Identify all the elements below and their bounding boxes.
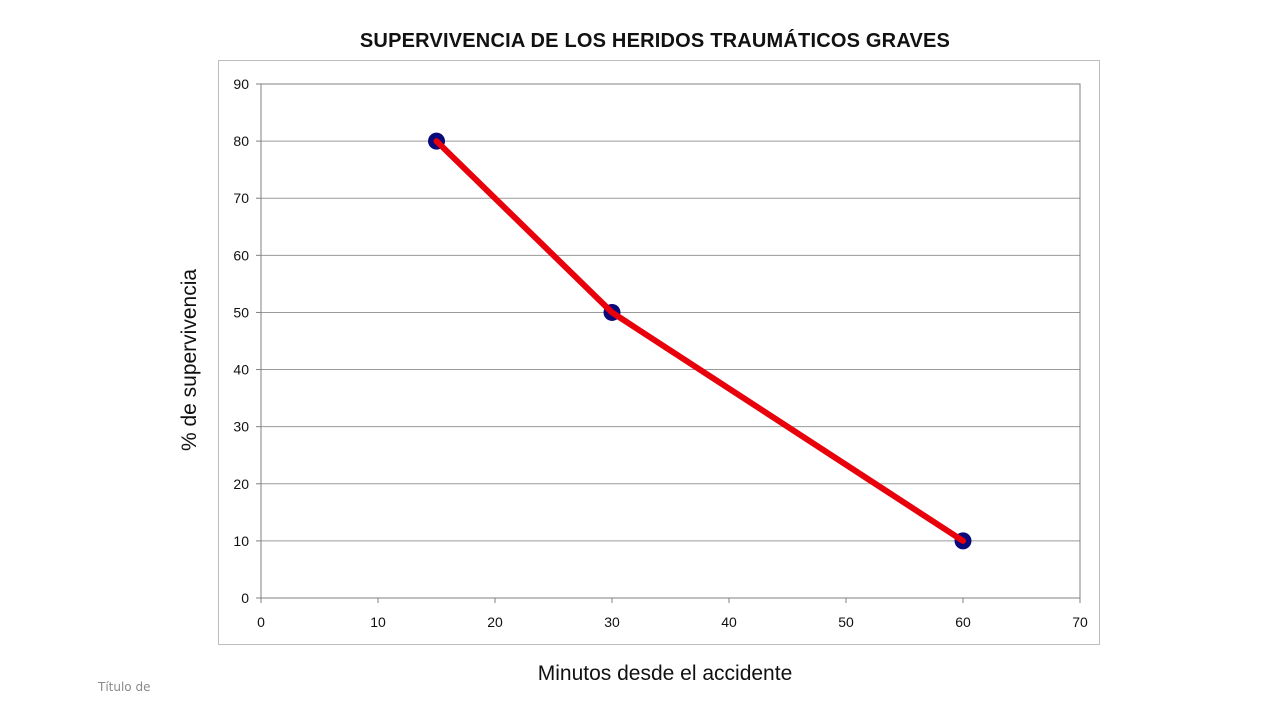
x-tick-label: 10 bbox=[370, 614, 386, 630]
x-tick-label: 0 bbox=[257, 614, 265, 630]
y-tick-label: 70 bbox=[233, 190, 249, 206]
x-tick-label: 40 bbox=[721, 614, 737, 630]
x-tick-label: 70 bbox=[1072, 614, 1088, 630]
y-tick-label: 40 bbox=[233, 362, 249, 378]
gridlines bbox=[261, 83, 1080, 542]
axes bbox=[256, 83, 1081, 603]
series bbox=[428, 132, 972, 550]
footer-text: Título de bbox=[98, 680, 151, 694]
y-tick-label: 10 bbox=[233, 533, 249, 549]
x-axis-label: Minutos desde el accidente bbox=[537, 662, 793, 685]
y-tick-label: 30 bbox=[233, 419, 249, 435]
y-tick-label: 0 bbox=[241, 590, 249, 606]
x-tick-label: 30 bbox=[604, 614, 620, 630]
y-tick-label: 60 bbox=[233, 247, 249, 263]
chart-title: SUPERVIVENCIA DE LOS HERIDOS TRAUMÁTICOS… bbox=[359, 30, 951, 52]
chart-area bbox=[218, 60, 1100, 645]
x-tick-label: 60 bbox=[955, 614, 971, 630]
y-tick-label: 50 bbox=[233, 304, 249, 320]
plot-area-border bbox=[260, 83, 1081, 599]
y-tick-label: 80 bbox=[233, 133, 249, 149]
y-axis-label: % de supervivencia bbox=[178, 268, 201, 452]
y-tick-label: 90 bbox=[233, 76, 249, 92]
x-tick-label: 20 bbox=[487, 614, 503, 630]
series-line bbox=[433, 138, 966, 544]
x-tick-label: 50 bbox=[838, 614, 854, 630]
y-tick-label: 20 bbox=[233, 476, 249, 492]
tick-labels: 0 10 20 30 40 50 60 70 80 90 0 10 20 30 40 50 60 70 bbox=[233, 76, 1088, 630]
